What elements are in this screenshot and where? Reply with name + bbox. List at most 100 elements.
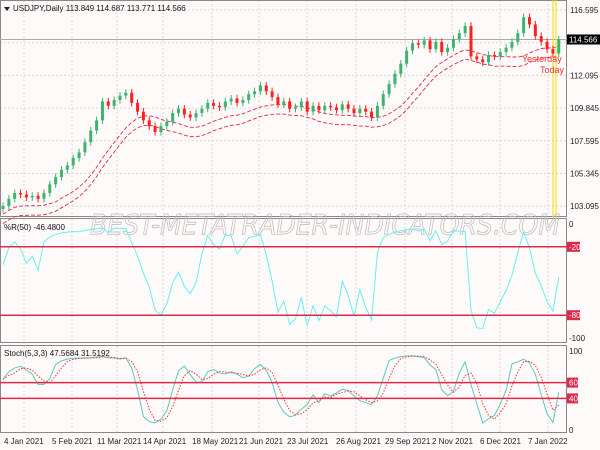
stoch-tick: 60 — [569, 379, 578, 388]
main-panel-frame — [0, 0, 567, 217]
wpr-tick: -80 — [569, 311, 581, 320]
candle-body — [440, 41, 444, 53]
candle-body — [528, 17, 531, 25]
candle-body — [83, 142, 87, 153]
stoch-label: Stoch(5,3,3) 47.5684 31.5192 — [4, 349, 110, 358]
candle-body — [106, 101, 110, 106]
candle-body — [434, 41, 438, 50]
candle-body — [323, 105, 327, 111]
candle-body — [112, 100, 116, 106]
wpr-tick: -20 — [569, 243, 581, 252]
candle-body — [551, 49, 555, 54]
candle-body — [95, 120, 99, 131]
wpr-line — [2, 227, 560, 330]
candle-body — [446, 47, 450, 53]
watermark: BEST-METATRADER-INDICATORS.COM — [90, 208, 560, 241]
candle-body — [217, 105, 221, 108]
candle-body — [188, 114, 192, 118]
candle-body — [487, 54, 491, 63]
candle-body — [36, 195, 40, 199]
candle-body — [387, 84, 391, 95]
panel-frames — [0, 0, 567, 433]
candle-body — [533, 24, 537, 37]
candle-body — [77, 152, 81, 159]
candle-body — [264, 85, 268, 92]
candle-body — [229, 98, 233, 102]
candle-body — [141, 111, 145, 121]
stoch-tick: 0 — [569, 426, 574, 435]
candle-body — [118, 95, 122, 101]
candle-body — [1, 206, 5, 209]
candle-body — [288, 101, 292, 109]
candle-body — [171, 113, 175, 122]
stoch-tick: 100 — [569, 347, 583, 356]
ma-envelope-lines — [2, 46, 559, 224]
date-tick: 21 Jun 2021 — [239, 437, 284, 446]
candle-body — [282, 101, 286, 105]
candle-body — [364, 108, 368, 112]
candle-body — [481, 59, 485, 63]
yesterday-marker: Yesterday — [522, 54, 562, 64]
candle-body — [428, 40, 432, 50]
current-price-box — [567, 34, 600, 45]
candle-body — [30, 195, 34, 198]
candle-body — [469, 25, 473, 57]
candle-body — [305, 101, 309, 112]
candle-body — [557, 39, 561, 54]
candle-body — [317, 105, 321, 111]
date-tick: 4 Jan 2021 — [4, 437, 44, 446]
candle-body — [545, 41, 549, 50]
price-tick: 105.345 — [570, 169, 599, 178]
candle-body — [100, 101, 104, 121]
candle-body — [539, 36, 543, 42]
current-price-label: 114.566 — [569, 35, 598, 44]
candle-body — [165, 121, 169, 127]
candle-body — [352, 108, 356, 114]
candle-body — [492, 54, 496, 57]
stoch-level-box — [567, 393, 578, 404]
wpr-tick: -100 — [569, 334, 586, 343]
candle-body — [182, 108, 186, 115]
candle-body — [340, 104, 344, 111]
candle-body — [241, 100, 245, 103]
candle-body — [370, 111, 374, 118]
candle-body — [65, 165, 69, 170]
candle-body — [194, 113, 198, 118]
candle-body — [294, 107, 297, 109]
price-tick: 109.845 — [570, 104, 599, 113]
candle-body — [498, 52, 502, 57]
indicator-levels — [0, 246, 567, 400]
candle-body — [159, 126, 163, 132]
candle-body — [270, 91, 274, 98]
collapse-triangle-icon[interactable] — [4, 7, 10, 11]
date-tick: 29 Sep 2021 — [385, 437, 431, 446]
candle-body — [399, 63, 403, 74]
candle-body — [206, 102, 210, 109]
ma-envelope-line — [2, 55, 559, 224]
candle-body — [19, 193, 23, 195]
candle-body — [89, 130, 93, 143]
date-tick: 23 Jul 2021 — [287, 437, 329, 446]
candle-body — [451, 38, 455, 48]
candle-body — [54, 177, 58, 185]
candle-body — [235, 98, 239, 103]
price-tick: 103.095 — [570, 202, 599, 211]
candle-body — [24, 194, 28, 198]
candle-body — [253, 91, 257, 95]
candle-body — [147, 120, 151, 127]
wpr-label: %R(50) -46.4800 — [4, 223, 65, 232]
candle-body — [13, 193, 17, 199]
candle-body — [247, 94, 251, 101]
date-tick: 2 Nov 2021 — [432, 437, 473, 446]
candle-body — [130, 92, 134, 103]
candle-body — [346, 104, 350, 109]
candle-body — [212, 102, 216, 106]
candle-body — [60, 169, 63, 178]
candle-body — [422, 40, 426, 45]
date-tick: 6 Dec 2021 — [480, 437, 521, 446]
candle-body — [416, 43, 420, 45]
candle-body — [334, 107, 338, 111]
candle-body — [510, 41, 514, 48]
